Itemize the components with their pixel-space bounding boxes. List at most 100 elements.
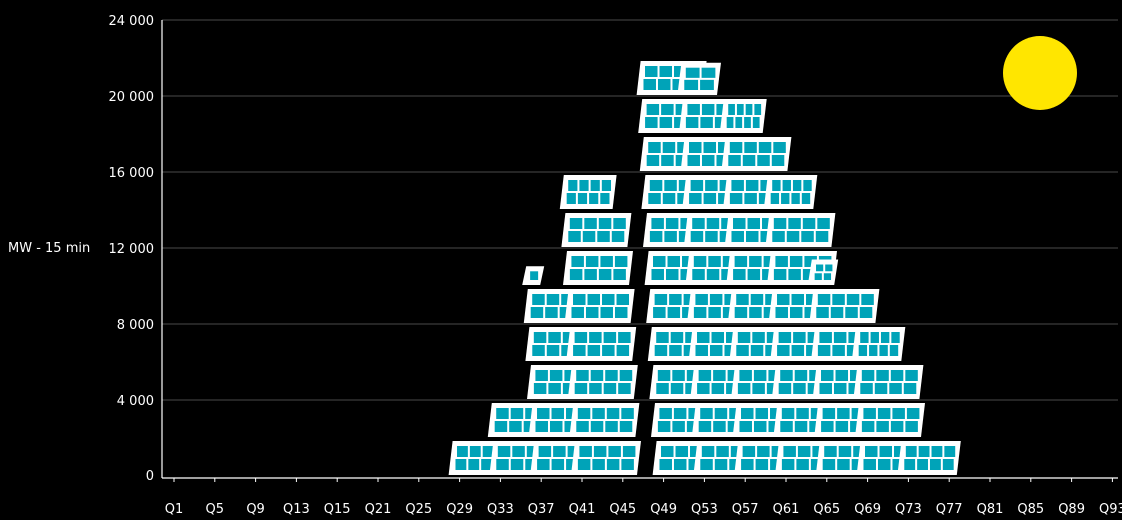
panel-cell xyxy=(651,218,664,229)
panel-cell xyxy=(700,459,713,470)
panel-cell xyxy=(709,345,723,356)
panel-cell xyxy=(705,180,718,191)
panel-cell xyxy=(905,421,918,432)
panel-cell xyxy=(532,345,545,356)
panel-cell xyxy=(665,218,679,229)
panel-cell xyxy=(532,294,545,305)
panel-cell xyxy=(890,370,904,381)
panel-cell xyxy=(713,421,726,432)
panel-cell xyxy=(600,256,613,267)
panel-cell xyxy=(742,446,756,457)
panel-cell xyxy=(822,459,836,470)
panel-cell xyxy=(714,408,728,419)
panel-cell xyxy=(530,271,539,280)
panel-cell xyxy=(653,256,666,267)
panel-cell xyxy=(568,180,578,191)
panel-cell xyxy=(735,117,743,128)
panel-cell xyxy=(858,345,868,356)
panel-cell xyxy=(817,218,830,229)
panel-cell xyxy=(706,218,720,229)
panel-cell xyxy=(614,256,628,267)
panel-cell xyxy=(775,256,788,267)
panel-cell xyxy=(533,332,547,343)
panel-cell xyxy=(657,370,671,381)
panel-cell xyxy=(689,193,702,204)
panel-cell xyxy=(822,408,836,419)
panel-cell xyxy=(469,446,481,457)
panel-cell xyxy=(659,408,672,419)
panel-cell xyxy=(601,180,612,191)
panel-cell xyxy=(692,269,705,280)
panel-cell xyxy=(674,66,687,77)
panel-cell xyxy=(861,294,874,305)
panel-cell xyxy=(729,193,743,204)
panel-cell xyxy=(551,408,565,419)
panel-cell xyxy=(703,193,717,204)
panel-cell xyxy=(781,408,795,419)
panel-cell xyxy=(788,269,801,280)
panel-cell xyxy=(690,180,704,191)
panel-cell xyxy=(654,345,668,356)
panel-cell xyxy=(692,218,705,229)
panel-cell xyxy=(726,117,734,128)
panel-cell xyxy=(752,383,765,394)
panel-cell xyxy=(701,446,715,457)
panel-cell xyxy=(571,307,584,318)
panel-cell xyxy=(569,269,583,280)
panel-cell xyxy=(863,408,876,419)
panel-cell xyxy=(656,383,669,394)
panel-cell xyxy=(749,256,762,267)
panel-cell xyxy=(664,180,677,191)
y-tick-label: 24 000 xyxy=(109,14,155,29)
panel-cell xyxy=(791,294,805,305)
panel-cell xyxy=(736,345,749,356)
panel-cell xyxy=(745,180,759,191)
x-tick-label: Q73 xyxy=(895,502,922,517)
panel-cell xyxy=(510,408,524,419)
panel-cell xyxy=(705,231,718,242)
panel-cell xyxy=(904,459,916,470)
panel-cell xyxy=(576,421,589,432)
panel-cell xyxy=(879,345,888,356)
panel-cell xyxy=(817,345,831,356)
panel-cell xyxy=(600,307,613,318)
x-tick-label: Q69 xyxy=(854,502,881,517)
panel-cell xyxy=(845,307,858,318)
panel-cell xyxy=(613,218,626,229)
panel-cell xyxy=(643,79,656,90)
panel-cell xyxy=(833,383,847,394)
panel-cell xyxy=(603,383,617,394)
panel-cell xyxy=(645,117,658,128)
x-tick-label: Q85 xyxy=(1017,502,1044,517)
panel-cell xyxy=(670,332,684,343)
panel-cell xyxy=(744,193,757,204)
panel-cell xyxy=(654,294,668,305)
panel-cell xyxy=(752,117,760,128)
panel-cell xyxy=(669,294,682,305)
panel-cell xyxy=(734,256,748,267)
panel-cell xyxy=(496,408,509,419)
panel-cell xyxy=(613,269,626,280)
panel-cell xyxy=(568,231,581,242)
panel-cell xyxy=(804,256,817,267)
panel-cell xyxy=(835,370,849,381)
panel-cell xyxy=(689,142,702,153)
panel-cell xyxy=(645,66,658,77)
panel-cell xyxy=(662,142,676,153)
panel-cell xyxy=(734,307,748,318)
panel-cell xyxy=(736,294,749,305)
panel-cell xyxy=(905,370,918,381)
panel-cell xyxy=(537,459,550,470)
panel-cell xyxy=(823,273,832,280)
panel-cell xyxy=(825,264,833,272)
panel-cell xyxy=(879,446,893,457)
panel-cell xyxy=(698,421,712,432)
panel-cell xyxy=(733,218,746,229)
panel-cell xyxy=(533,383,547,394)
panel-cell xyxy=(669,345,682,356)
panel-cell xyxy=(695,345,708,356)
panel-cell xyxy=(602,294,615,305)
panel-cell xyxy=(728,155,741,166)
x-tick-label: Q77 xyxy=(936,502,963,517)
panel-cell xyxy=(697,332,710,343)
